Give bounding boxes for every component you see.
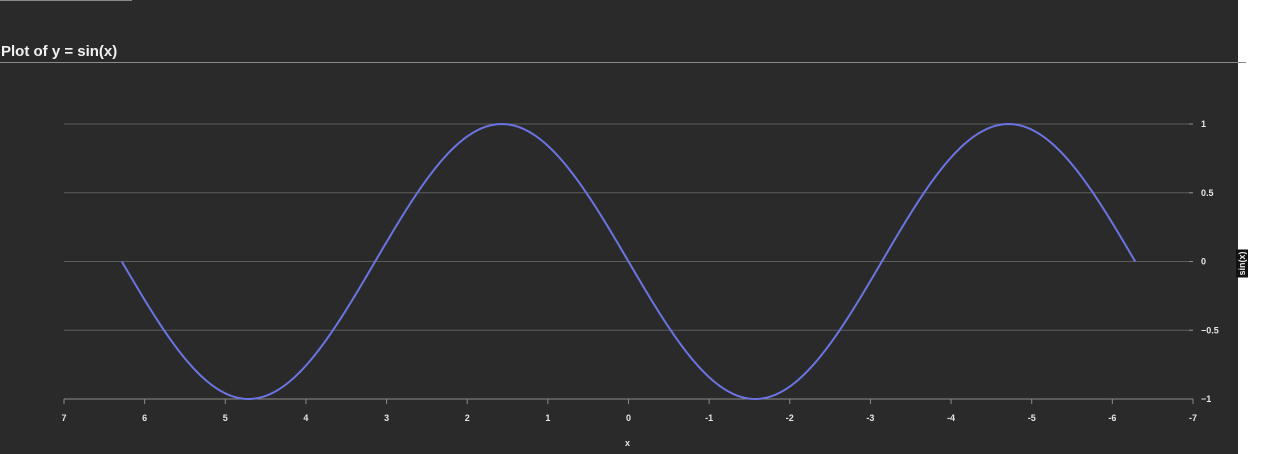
x-tick-label-1: 6 (142, 413, 147, 423)
y-tick-label-1: 0.5 (1201, 188, 1214, 198)
x-tick-label-4: 3 (384, 413, 389, 423)
chart-panel (0, 0, 1238, 454)
series-layer (120, 123, 1137, 400)
x-axis-ticks: 7 6 5 4 3 2 1 0 -1 -2 -3 -4 -5 -6 -7 (61, 399, 1197, 423)
y-axis-title-group: sin(x) (1236, 249, 1248, 278)
x-tick-label-3: 4 (303, 413, 308, 423)
chart-title: Plot of y = sin(x) (1, 43, 118, 60)
y-tick-label-4: −1 (1201, 394, 1211, 404)
gridlines (64, 123, 1193, 331)
x-tick-label-5: 2 (465, 413, 470, 423)
x-tick-label-0: 7 (61, 413, 66, 423)
y-axis: 1 0.5 0 −0.5 −1 (1189, 119, 1219, 404)
y-tick-label-0: 1 (1201, 119, 1206, 129)
x-tick-label-12: -5 (1028, 413, 1036, 423)
y-axis-title: sin(x) (1237, 251, 1247, 275)
y-tick-label-3: −0.5 (1201, 325, 1219, 335)
x-tick-label-10: -3 (866, 413, 874, 423)
x-tick-label-7: 0 (626, 413, 631, 423)
x-axis-title: x (625, 438, 630, 448)
y-tick-label-2: 0 (1201, 257, 1206, 267)
y-axis-title-background (1236, 249, 1248, 278)
x-tick-label-11: -4 (947, 413, 955, 423)
series-line-0 (120, 123, 1137, 400)
x-tick-label-13: -6 (1108, 413, 1116, 423)
x-tick-label-14: -7 (1189, 413, 1197, 423)
title-divider (0, 62, 1246, 63)
top-edge-line (0, 0, 132, 1)
x-tick-label-6: 1 (545, 413, 550, 423)
x-tick-label-9: -2 (786, 413, 794, 423)
x-tick-label-8: -1 (705, 413, 713, 423)
x-tick-label-2: 5 (223, 413, 228, 423)
